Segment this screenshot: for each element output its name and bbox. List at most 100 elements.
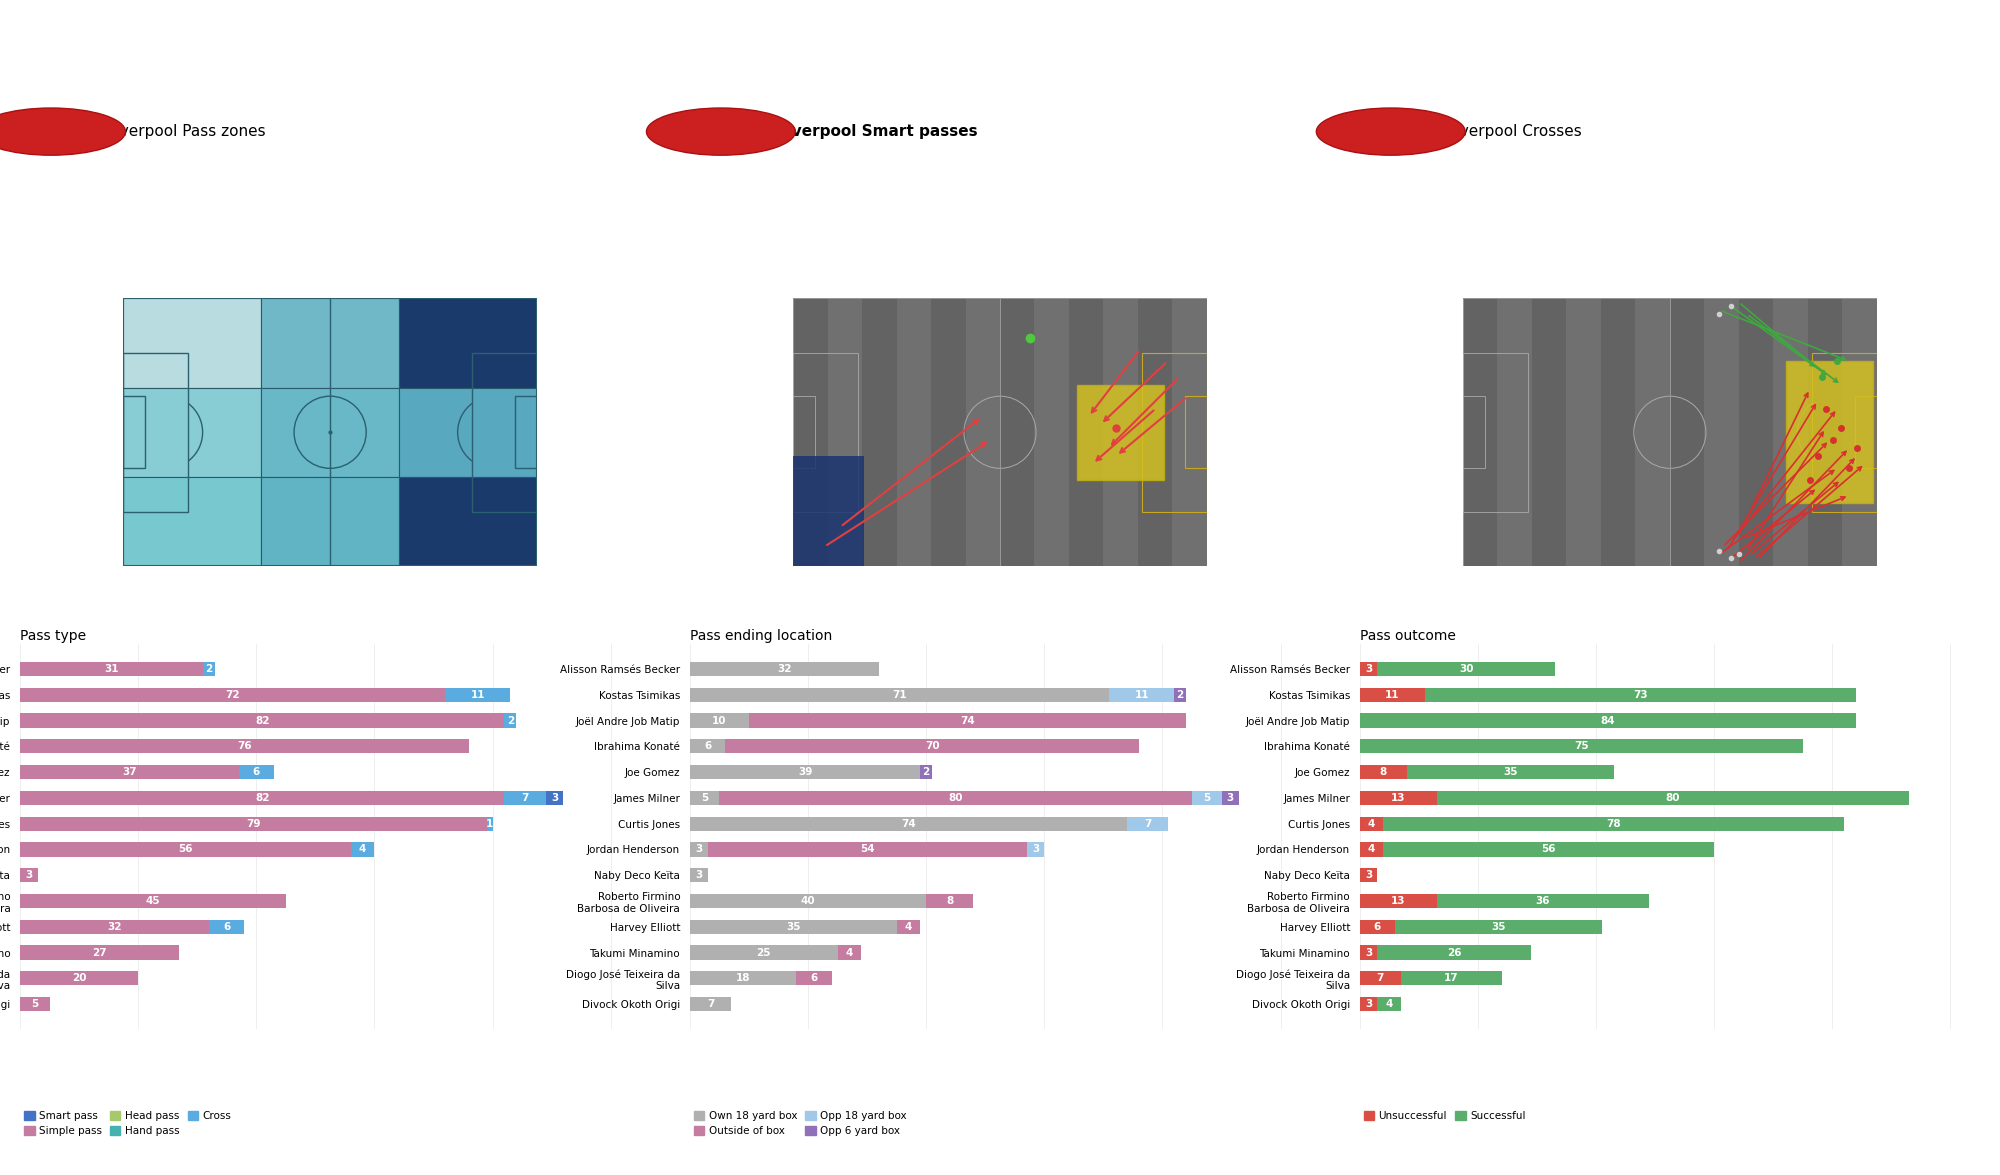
Bar (1026, 842, 1044, 857)
Bar (1842, 298, 1876, 566)
Bar (238, 765, 274, 779)
Bar (1402, 972, 1502, 986)
Bar (794, 396, 814, 469)
Bar (896, 920, 920, 934)
Text: 70: 70 (924, 741, 940, 751)
Bar (796, 972, 832, 986)
Bar (1436, 894, 1650, 908)
Bar (20, 687, 446, 701)
Bar (794, 298, 828, 566)
Text: 8: 8 (1380, 767, 1388, 777)
Text: 7: 7 (706, 999, 714, 1009)
Bar (1360, 946, 1378, 960)
Bar (966, 298, 1000, 566)
Text: 54: 54 (860, 845, 874, 854)
Bar (1462, 396, 1484, 469)
Bar (1600, 298, 1636, 566)
Bar (400, 477, 538, 566)
Bar (1360, 817, 1384, 831)
Text: 71: 71 (892, 690, 906, 700)
Bar (124, 388, 262, 477)
Text: 3: 3 (1032, 845, 1040, 854)
Text: 2: 2 (922, 767, 930, 777)
Text: 32: 32 (108, 921, 122, 932)
Bar (1360, 972, 1402, 986)
Bar (1360, 791, 1436, 805)
Bar (20, 998, 50, 1012)
Bar (690, 739, 726, 753)
Bar (210, 920, 244, 934)
Bar (1192, 791, 1222, 805)
Text: 20: 20 (72, 973, 86, 983)
Bar (726, 739, 1138, 753)
Bar (1110, 687, 1174, 701)
Text: 7: 7 (1376, 973, 1384, 983)
Text: 56: 56 (1542, 845, 1556, 854)
Text: 6: 6 (810, 973, 818, 983)
Bar (504, 713, 516, 727)
Legend: Own 18 yard box, Outside of box, Opp 18 yard box, Opp 6 yard box: Own 18 yard box, Outside of box, Opp 18 … (690, 1107, 910, 1141)
Text: 3: 3 (1364, 947, 1372, 958)
Bar (1138, 298, 1172, 566)
Legend: Smart pass, Simple pass, Head pass, Hand pass, Cross: Smart pass, Simple pass, Head pass, Hand… (20, 1107, 236, 1141)
Text: 17: 17 (1444, 973, 1458, 983)
Text: 5: 5 (702, 793, 708, 803)
Bar (1174, 687, 1186, 701)
Bar (20, 920, 210, 934)
Bar (1424, 687, 1856, 701)
Text: 3: 3 (550, 793, 558, 803)
Bar (690, 998, 732, 1012)
Bar (1360, 713, 1856, 727)
Bar (1670, 298, 1704, 566)
Bar (400, 388, 538, 477)
Bar (838, 946, 862, 960)
Bar (1408, 765, 1614, 779)
Bar (690, 946, 838, 960)
Bar (1378, 662, 1554, 676)
Bar (1566, 298, 1600, 566)
Bar (690, 687, 1110, 701)
Bar (20, 739, 468, 753)
Bar (690, 972, 796, 986)
Text: 18: 18 (736, 973, 750, 983)
Bar (690, 817, 1128, 831)
Text: 3: 3 (1226, 793, 1234, 803)
Text: 37: 37 (122, 767, 136, 777)
Text: 56: 56 (178, 845, 192, 854)
Text: 84: 84 (1600, 716, 1616, 725)
Bar (1812, 352, 1876, 511)
Bar (690, 894, 926, 908)
Bar (720, 791, 1192, 805)
Text: 3: 3 (1364, 871, 1372, 880)
Text: 74: 74 (960, 716, 974, 725)
Bar (1378, 946, 1532, 960)
Text: Liverpool Crosses: Liverpool Crosses (1446, 125, 1582, 139)
Bar (516, 396, 538, 469)
Bar (472, 352, 538, 511)
Text: 7: 7 (1144, 819, 1152, 828)
Text: 75: 75 (1574, 741, 1588, 751)
Text: 6: 6 (704, 741, 712, 751)
Bar (1532, 298, 1566, 566)
Bar (20, 972, 138, 986)
Bar (1104, 298, 1138, 566)
Text: 3: 3 (1364, 999, 1372, 1009)
Bar (20, 713, 504, 727)
Bar (1498, 298, 1532, 566)
Bar (794, 456, 864, 566)
Text: 8: 8 (946, 897, 954, 906)
Text: 3: 3 (696, 845, 702, 854)
Bar (1360, 687, 1424, 701)
Text: 80: 80 (1666, 793, 1680, 803)
Bar (204, 662, 214, 676)
Text: Pass ending location: Pass ending location (690, 630, 832, 643)
Circle shape (1316, 108, 1466, 155)
Text: Liverpool Pass zones: Liverpool Pass zones (106, 125, 266, 139)
Bar (1786, 361, 1872, 503)
Text: 36: 36 (1536, 897, 1550, 906)
Text: 4: 4 (1386, 999, 1392, 1009)
Bar (862, 298, 896, 566)
Bar (1360, 739, 1802, 753)
Bar (1000, 298, 1034, 566)
Legend: Unsuccessful, Successful: Unsuccessful, Successful (1360, 1107, 1530, 1126)
